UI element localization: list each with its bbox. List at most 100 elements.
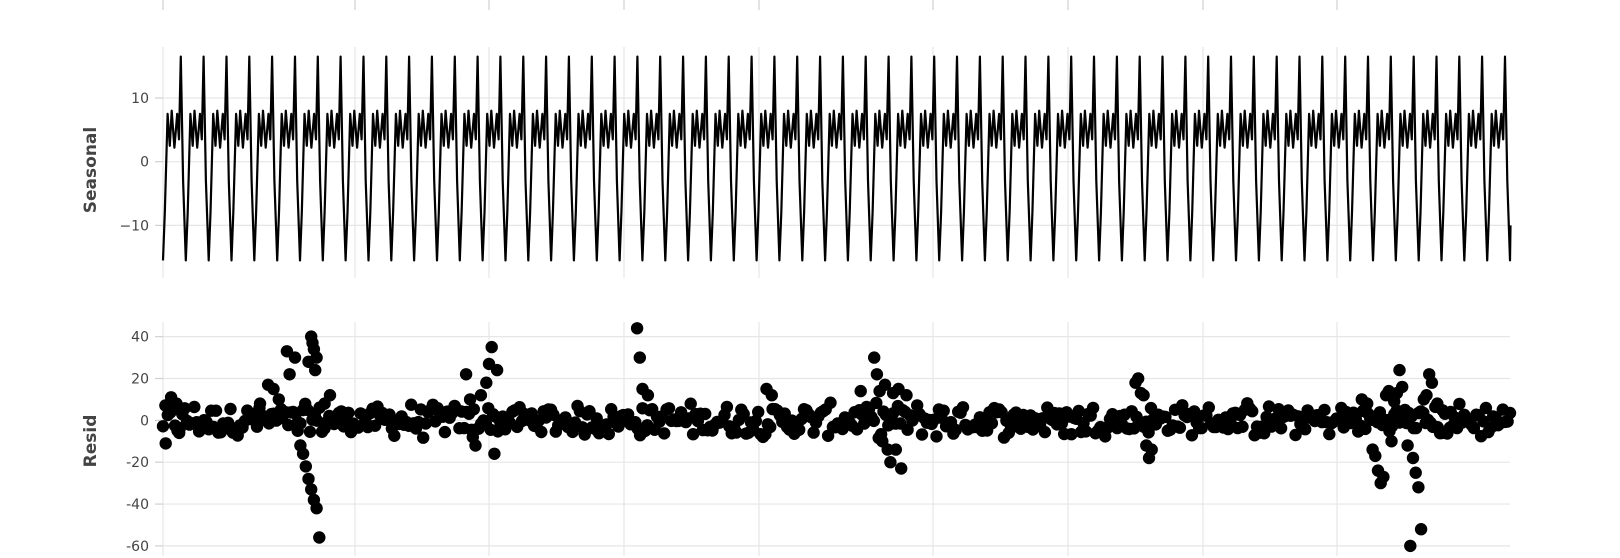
resid-point — [210, 405, 222, 417]
resid-point — [900, 389, 912, 401]
resid-ytick-label: 40 — [131, 330, 149, 346]
resid-point — [324, 389, 336, 401]
resid-point — [1445, 406, 1457, 418]
resid-point — [173, 427, 185, 439]
resid-point — [1369, 450, 1381, 462]
resid-ytick-label: 20 — [131, 372, 149, 388]
resid-ytick-label: -60 — [126, 539, 149, 555]
resid-point — [480, 377, 492, 389]
resid-point — [884, 456, 896, 468]
resid-point — [1377, 471, 1389, 483]
resid-point — [486, 341, 498, 353]
resid-point — [160, 437, 172, 449]
resid-point — [224, 403, 236, 415]
seasonal-y-axis-label: Seasonal — [81, 127, 101, 213]
resid-point — [313, 531, 325, 543]
resid-series-points — [157, 322, 1516, 552]
resid-point — [938, 405, 950, 417]
resid-point — [721, 401, 733, 413]
resid-point — [388, 430, 400, 442]
resid-point — [824, 397, 836, 409]
resid-point — [1174, 422, 1186, 434]
resid-point — [1146, 443, 1158, 455]
seasonal-ytick-label: 10 — [131, 91, 149, 107]
resid-point — [871, 368, 883, 380]
resid-point — [188, 401, 200, 413]
resid-point — [310, 351, 322, 363]
resid-point — [1132, 372, 1144, 384]
resid-point — [305, 483, 317, 495]
resid-point — [1323, 428, 1335, 440]
resid-point — [1415, 523, 1427, 535]
resid-point — [289, 351, 301, 363]
resid-point — [1236, 421, 1248, 433]
seasonal-ytick-label: 0 — [140, 155, 149, 171]
resid-point — [1299, 423, 1311, 435]
resid-point — [439, 426, 451, 438]
resid-point — [309, 364, 321, 376]
resid-point — [1039, 426, 1051, 438]
resid-point — [157, 420, 169, 432]
resid-point — [631, 322, 643, 334]
resid-point — [475, 389, 487, 401]
resid-ytick-label: 0 — [140, 413, 149, 429]
resid-point — [297, 448, 309, 460]
resid-grid — [163, 322, 1510, 556]
resid-point — [1504, 407, 1516, 419]
resid-point — [176, 404, 188, 416]
resid-point — [1426, 377, 1438, 389]
resid-point — [1412, 481, 1424, 493]
resid-ytick-label: -40 — [126, 497, 149, 513]
resid-point — [1410, 467, 1422, 479]
resid-point — [1407, 452, 1419, 464]
resid-point — [752, 406, 764, 418]
seasonal-y-axis: 10 0 −10 — [119, 91, 163, 234]
resid-point — [273, 393, 285, 405]
resid-point — [916, 428, 928, 440]
resid-point — [1404, 540, 1416, 552]
resid-point — [248, 408, 260, 420]
resid-point — [855, 385, 867, 397]
resid-point — [417, 432, 429, 444]
resid-point — [488, 448, 500, 460]
resid-point — [310, 502, 322, 514]
resid-point — [1087, 402, 1099, 414]
resid-point — [868, 415, 880, 427]
seasonal-panel: 10 0 −10 Seasonal — [81, 47, 1511, 278]
resid-point — [793, 424, 805, 436]
resid-point — [254, 397, 266, 409]
resid-point — [930, 430, 942, 442]
resid-point — [1401, 439, 1413, 451]
resid-point — [764, 421, 776, 433]
resid-point — [1396, 381, 1408, 393]
resid-point — [535, 426, 547, 438]
resid-point — [634, 351, 646, 363]
resid-point — [300, 460, 312, 472]
resid-point — [469, 439, 481, 451]
resid-point — [1246, 405, 1258, 417]
resid-point — [283, 368, 295, 380]
resid-point — [658, 427, 670, 439]
resid-point — [642, 389, 654, 401]
resid-point — [1385, 435, 1397, 447]
resid-point — [868, 351, 880, 363]
resid-point — [1203, 401, 1215, 413]
resid-point — [1137, 389, 1149, 401]
resid-point — [890, 443, 902, 455]
resid-point — [464, 393, 476, 405]
resid-y-axis: 40 20 0 -20 -40 -60 — [126, 330, 163, 555]
resid-point — [639, 425, 651, 437]
resid-point — [1431, 397, 1443, 409]
resid-point — [342, 407, 354, 419]
resid-y-axis-label: Resid — [81, 415, 101, 468]
resid-point — [1275, 422, 1287, 434]
seasonal-ytick-label: −10 — [119, 218, 149, 234]
resid-point — [986, 417, 998, 429]
resid-point — [292, 425, 304, 437]
resid-point — [895, 462, 907, 474]
resid-point — [302, 473, 314, 485]
resid-ytick-label: -20 — [126, 455, 149, 471]
resid-point — [957, 401, 969, 413]
resid-point — [1436, 427, 1448, 439]
resid-point — [1393, 364, 1405, 376]
